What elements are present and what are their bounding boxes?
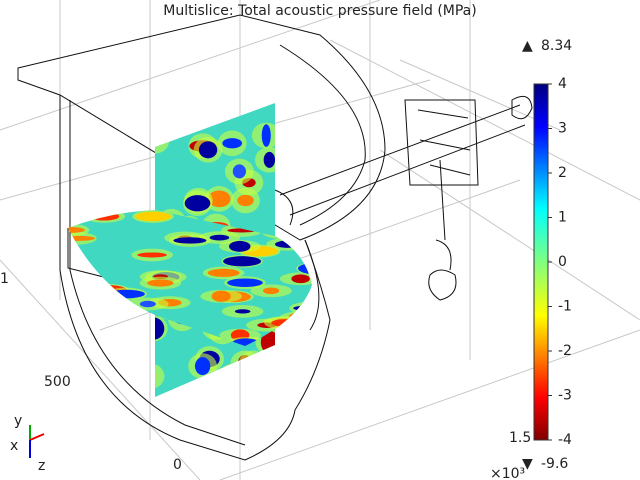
- field-blob: [68, 227, 85, 234]
- axis-label: 0: [173, 457, 182, 473]
- max-marker: ▲: [522, 38, 533, 54]
- field-blob: [155, 136, 161, 146]
- field-halo: [285, 337, 312, 346]
- field-blob: [296, 317, 312, 325]
- field-halo: [255, 352, 275, 379]
- colorbar-tick-label: 3: [558, 121, 567, 137]
- colorbar-tick-label: -1: [558, 299, 572, 315]
- colorbar: [533, 83, 549, 441]
- field-blob: [299, 340, 312, 346]
- field-halo: [68, 282, 87, 296]
- exponent-label: ×10³: [490, 466, 525, 480]
- field-halo: [68, 210, 82, 213]
- field-blob: [53, 203, 68, 209]
- axis-label: 500: [44, 374, 71, 390]
- triad-label: y: [14, 413, 22, 429]
- field-blob: [262, 287, 280, 295]
- field-blob: [274, 230, 292, 236]
- field-blob: [184, 195, 211, 212]
- field-blob: [68, 269, 77, 277]
- min-label: -9.6: [541, 456, 568, 472]
- field-blob: [291, 274, 310, 284]
- field-blob: [231, 338, 260, 346]
- field-halo: [238, 350, 268, 377]
- field-blob: [250, 390, 274, 397]
- triad-label: x: [10, 438, 18, 454]
- colorbar-tick-label: 4: [558, 76, 567, 92]
- field-blob: [207, 190, 231, 208]
- field-blob: [222, 138, 243, 149]
- field-blob: [198, 141, 218, 159]
- field-halo: [283, 324, 312, 338]
- field-blob: [241, 358, 266, 368]
- field-halo: [68, 342, 84, 346]
- field-blob: [56, 203, 92, 207]
- colorbar-tick-label: -2: [558, 343, 572, 359]
- triad-label: z: [38, 458, 45, 474]
- field-blob: [263, 151, 275, 168]
- field-blob: [147, 279, 174, 287]
- field-blob: [220, 371, 246, 383]
- field-blob: [180, 384, 201, 397]
- field-blob: [234, 309, 251, 314]
- field-halo: [289, 314, 312, 328]
- field-halo: [105, 326, 147, 340]
- colorbar-tick-label: 2: [558, 165, 567, 181]
- field-blob: [223, 256, 262, 267]
- field-blob: [261, 124, 271, 147]
- axis-label: 1.5: [509, 430, 531, 446]
- field-blob: [227, 278, 263, 287]
- colorbar-tick-label: -4: [558, 432, 572, 448]
- field-blob: [139, 300, 156, 308]
- axis-triad: y x z: [10, 413, 45, 474]
- field-halo: [155, 127, 170, 154]
- wireframe: [17, 14, 533, 461]
- field-blob: [275, 240, 300, 248]
- field-blob: [68, 345, 78, 346]
- field-halo: [68, 266, 89, 280]
- colorbar-tick-label: 0: [558, 254, 567, 270]
- field-blob: [137, 252, 167, 258]
- field-halo: [68, 303, 98, 317]
- field-halo: [176, 382, 205, 397]
- field-blob: [257, 354, 275, 377]
- axis-label: 1: [0, 271, 9, 287]
- field-blob: [135, 211, 171, 222]
- field-blob: [229, 240, 251, 252]
- field-blob: [293, 305, 312, 311]
- field-blob: [68, 235, 96, 241]
- field-halo: [155, 363, 165, 390]
- field-halo: [68, 298, 95, 312]
- field-blob: [207, 268, 240, 277]
- field-blob: [232, 164, 246, 179]
- field-halo: [247, 385, 275, 397]
- field-halo: [68, 210, 95, 212]
- field-blob: [155, 317, 165, 340]
- field-blob: [271, 319, 299, 327]
- field-blob: [110, 328, 142, 337]
- field-blob: [246, 362, 268, 387]
- max-label: 8.34: [541, 38, 572, 54]
- field-halo: [264, 316, 306, 330]
- field-blob: [89, 212, 120, 221]
- title: Multislice: Total acoustic pressure fiel…: [163, 3, 476, 19]
- field-halo: [242, 361, 272, 388]
- field-blob: [237, 194, 254, 207]
- field-blob: [294, 328, 312, 334]
- field-blob: [297, 262, 312, 275]
- field-blob: [173, 237, 207, 244]
- field-blob: [209, 234, 230, 241]
- field-halo: [218, 363, 248, 390]
- field-blob: [107, 289, 145, 299]
- colorbar-tick-label: 1: [558, 210, 567, 226]
- field-blob: [68, 300, 91, 310]
- min-marker: ▼: [522, 456, 533, 472]
- field-blob: [194, 357, 211, 376]
- field-blob: [211, 290, 231, 302]
- field-halo: [278, 210, 312, 212]
- colorbar-tick-label: -3: [558, 388, 572, 404]
- field-blob: [288, 312, 312, 324]
